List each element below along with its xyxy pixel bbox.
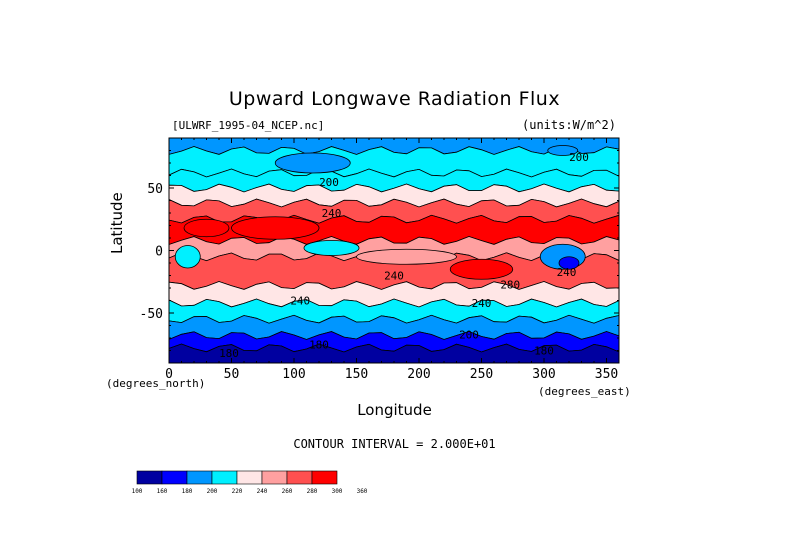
contour-label: 200 bbox=[319, 176, 339, 189]
legend-level-label: 220 bbox=[232, 488, 243, 495]
contour-label: 240 bbox=[384, 270, 404, 283]
legend-swatch bbox=[211, 470, 238, 485]
legend-level-label: 240 bbox=[257, 488, 268, 495]
contour-label: 180 bbox=[534, 345, 554, 358]
legend-swatch bbox=[311, 470, 338, 485]
contour-feature bbox=[274, 152, 351, 174]
legend-swatch bbox=[261, 470, 288, 485]
legend-level-label: 300 bbox=[332, 488, 343, 495]
contour-feature bbox=[558, 256, 580, 270]
contour-feature bbox=[231, 216, 320, 240]
contour-label: 180 bbox=[219, 347, 239, 360]
legend-level-label: 160 bbox=[157, 488, 168, 495]
x-unit-label: (degrees_north) bbox=[106, 377, 206, 390]
x-axis-label: Longitude bbox=[357, 401, 432, 419]
chart-title: Upward Longwave Radiation Flux bbox=[228, 88, 561, 110]
legend-level-label: 100 bbox=[132, 488, 143, 495]
x-tick-label: 250 bbox=[470, 367, 493, 382]
contour-field: 200 200 240 240 240 240 240 280 200 180 180 180 bbox=[169, 138, 619, 363]
legend-level-label: 180 bbox=[182, 488, 193, 495]
y-tick-label: 50 bbox=[147, 182, 163, 197]
legend-level-label: 260 bbox=[282, 488, 293, 495]
y-unit-label: (degrees_east) bbox=[538, 385, 631, 398]
legend-swatch bbox=[286, 470, 313, 485]
units-label: (units:W/m^2) bbox=[522, 118, 616, 132]
x-tick-label: 350 bbox=[595, 367, 618, 382]
legend-swatch bbox=[186, 470, 213, 485]
contour-label: 240 bbox=[472, 297, 492, 310]
x-tick-label: 200 bbox=[407, 367, 430, 382]
y-tick-label: 0 bbox=[155, 245, 163, 260]
legend-level-label: 280 bbox=[307, 488, 318, 495]
contour-band bbox=[169, 343, 619, 363]
contour-feature bbox=[547, 145, 579, 156]
legend-swatch bbox=[136, 470, 163, 485]
legend-level-label: 360 bbox=[357, 488, 368, 495]
contour-feature bbox=[356, 248, 457, 265]
contour-feature bbox=[303, 240, 360, 256]
contour-interval-text: CONTOUR INTERVAL = 2.000E+01 bbox=[293, 437, 496, 451]
contour-feature bbox=[174, 245, 201, 269]
source-file-label: [ULWRF_1995-04_NCEP.nc] bbox=[172, 119, 325, 132]
x-tick-label: 100 bbox=[282, 367, 305, 382]
contour-feature bbox=[449, 258, 514, 280]
y-axis-label: Latitude bbox=[108, 192, 126, 254]
legend-level-label: 200 bbox=[207, 488, 218, 495]
contour-label: 200 bbox=[459, 328, 479, 341]
legend-swatch bbox=[161, 470, 188, 485]
x-tick-label: 0 bbox=[165, 367, 173, 382]
x-tick-label: 300 bbox=[532, 367, 555, 382]
contour-label: 180 bbox=[309, 338, 329, 351]
x-tick-label: 50 bbox=[224, 367, 240, 382]
x-tick-label: 150 bbox=[345, 367, 368, 382]
contour-feature bbox=[183, 218, 230, 238]
contour-label: 280 bbox=[500, 278, 520, 291]
legend-swatch bbox=[236, 470, 263, 485]
contour-label: 240 bbox=[557, 266, 577, 279]
y-tick-label: -50 bbox=[140, 307, 163, 322]
contour-label: 240 bbox=[322, 207, 342, 220]
contour-label: 200 bbox=[569, 151, 589, 164]
contour-label: 240 bbox=[290, 295, 310, 308]
